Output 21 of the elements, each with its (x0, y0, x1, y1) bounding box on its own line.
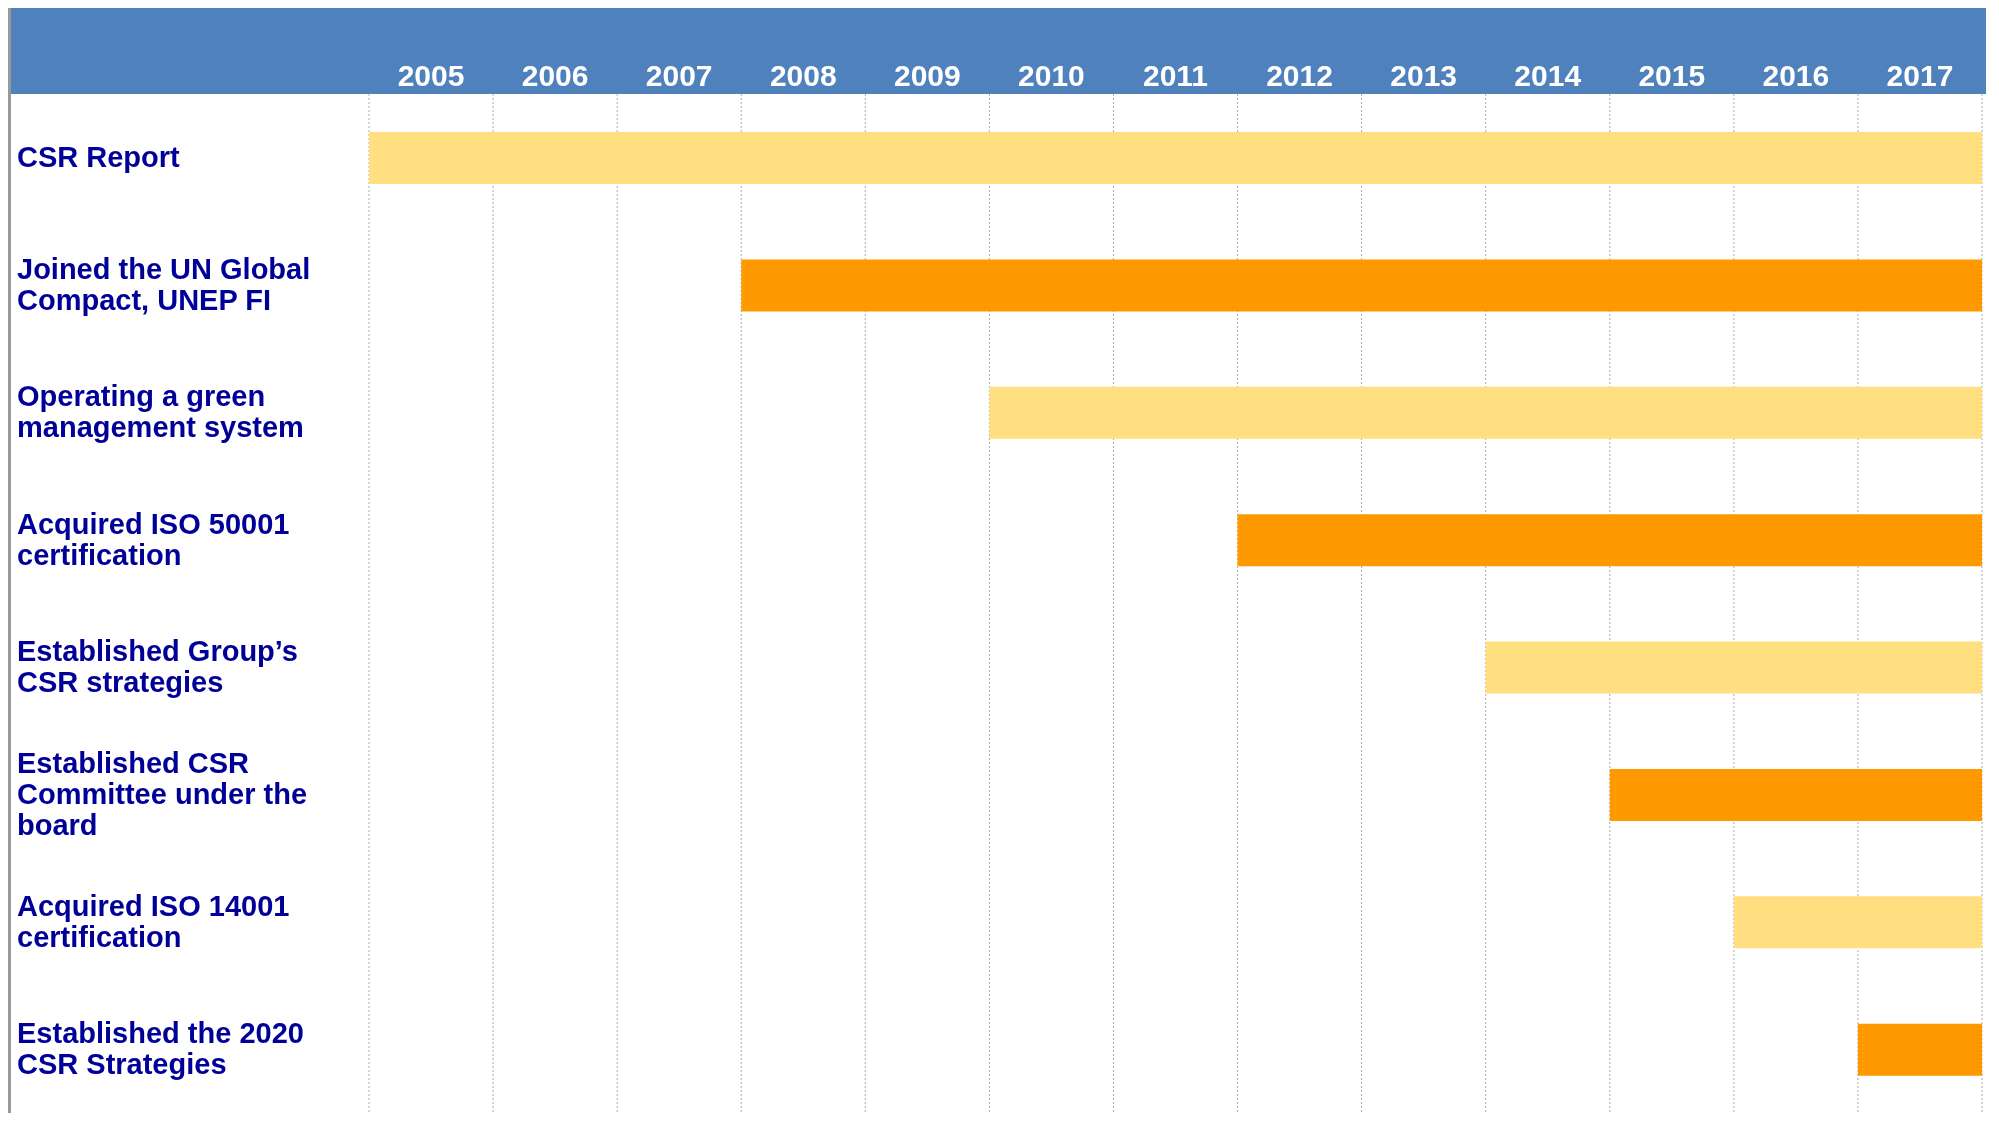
x-tick-label: 2016 (1762, 59, 1830, 92)
y-tick-label: Operating a green management system (17, 380, 305, 444)
y-tick-label: Established the 2020 CSR Strategies (17, 1017, 305, 1081)
y-tick-label: CSR Report (17, 141, 180, 174)
x-tick-label: 2014 (1514, 59, 1582, 92)
y-tick-label: Acquired ISO 50001 certification (17, 507, 291, 571)
x-tick-label: 2013 (1390, 59, 1458, 92)
x-tick-label: 2010 (1018, 59, 1085, 92)
x-tick-label: 2005 (397, 59, 465, 92)
x-tick-label: 2007 (645, 59, 713, 92)
y-tick-label: Established CSR Committee under the board (17, 747, 309, 842)
x-tick-label: 2011 (1142, 59, 1209, 92)
y-tick-label: Joined the UN Global Compact, UNEP FI (17, 253, 312, 317)
y-tick-label: Established Group’s CSR strategies (17, 635, 299, 699)
x-tick-label: 2017 (1886, 59, 1954, 92)
x-tick-label: 2015 (1638, 59, 1706, 92)
x-tick-label: 2008 (769, 59, 837, 92)
x-tick-label: 2006 (521, 59, 589, 92)
y-tick-label: Acquired ISO 14001 certification (17, 889, 291, 953)
x-tick-label: 2012 (1266, 59, 1333, 92)
x-tick-label: 2009 (893, 59, 961, 92)
